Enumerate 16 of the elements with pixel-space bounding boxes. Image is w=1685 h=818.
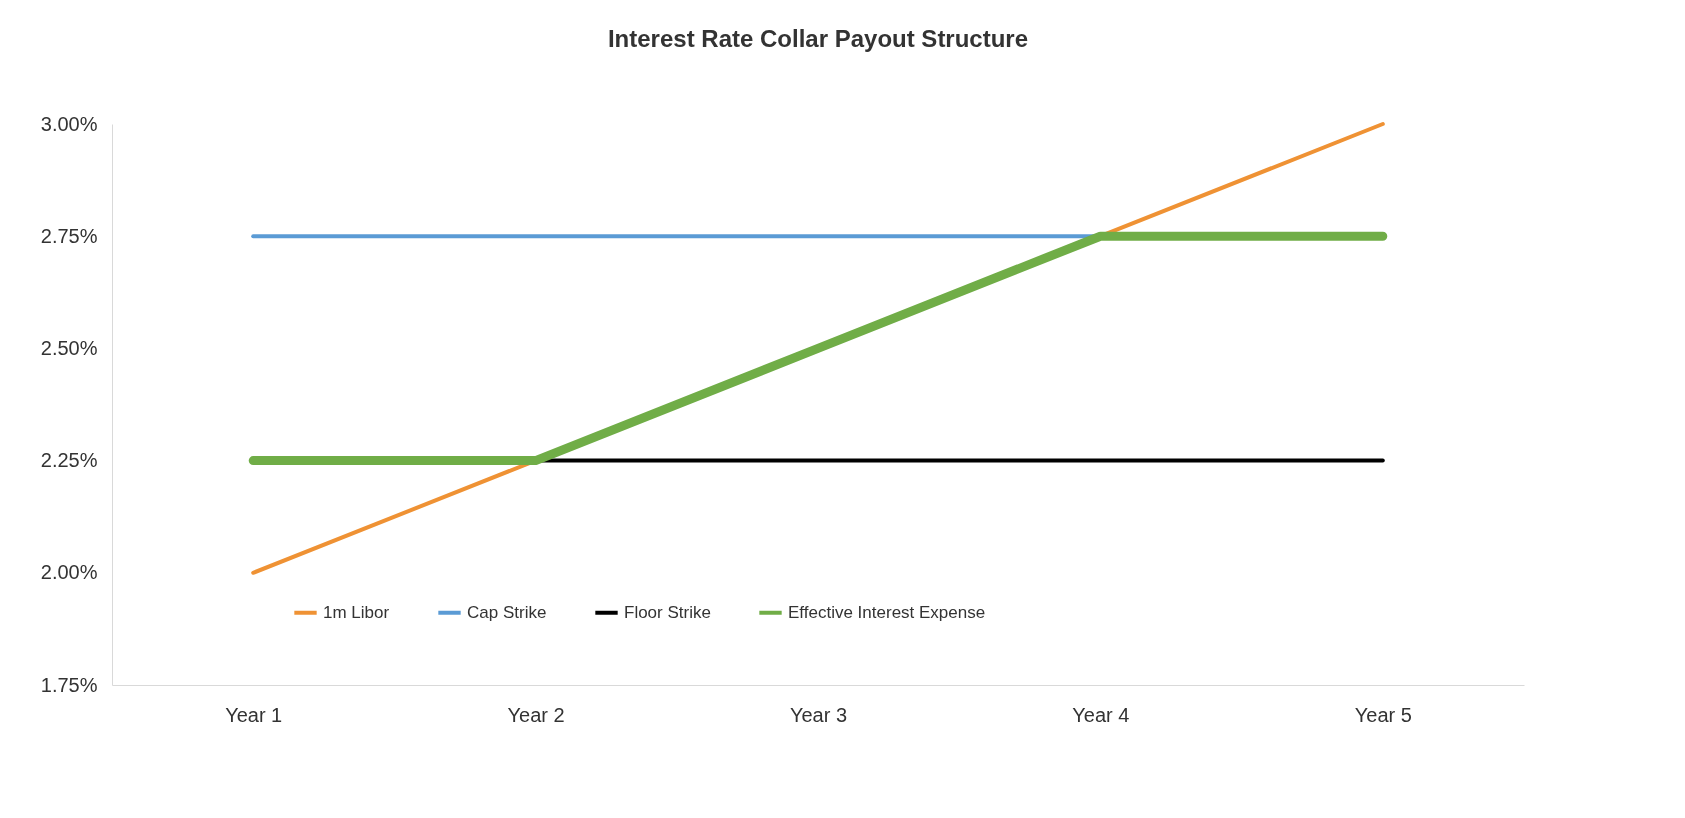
x-tick-label: Year 2 xyxy=(507,703,565,726)
legend-label: 1m Libor xyxy=(323,602,390,622)
y-tick-label: 2.25% xyxy=(40,449,98,472)
x-tick-label: Year 5 xyxy=(1354,703,1412,726)
y-tick-label: 2.50% xyxy=(40,336,98,359)
legend-label: Floor Strike xyxy=(624,602,711,622)
y-tick-label: 1.75% xyxy=(40,673,98,696)
y-tick-label: 2.00% xyxy=(40,561,98,584)
x-tick-label: Year 4 xyxy=(1072,703,1130,726)
legend-label: Effective Interest Expense xyxy=(788,602,986,622)
x-tick-label: Year 1 xyxy=(225,703,283,726)
y-tick-label: 3.00% xyxy=(40,112,98,135)
legend-label: Cap Strike xyxy=(467,602,547,622)
y-tick-label: 2.75% xyxy=(40,224,98,247)
chart-title: Interest Rate Collar Payout Structure xyxy=(607,25,1029,52)
x-tick-label: Year 3 xyxy=(789,703,848,726)
